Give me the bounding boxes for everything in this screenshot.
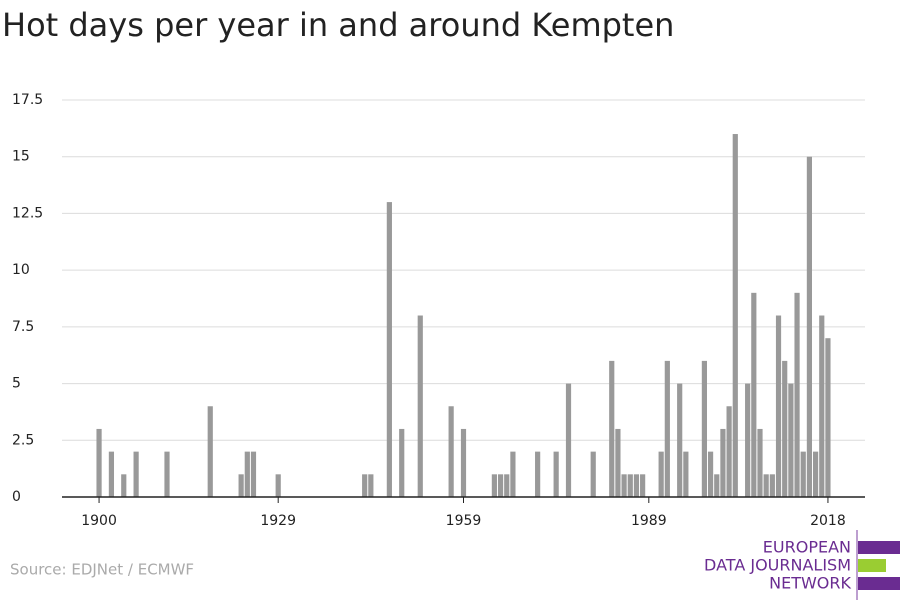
bar <box>491 474 497 497</box>
x-tick-label: 1959 <box>446 513 482 529</box>
bar <box>504 474 510 497</box>
bar <box>714 474 720 497</box>
bar <box>751 292 757 497</box>
logo-bar <box>858 577 900 590</box>
bar <box>812 451 819 497</box>
bar <box>250 451 257 497</box>
bar <box>565 383 572 497</box>
bar <box>701 360 707 497</box>
bar <box>726 406 732 497</box>
x-tick-label: 1929 <box>260 513 296 529</box>
bar <box>745 383 751 497</box>
bar <box>677 383 683 497</box>
bar <box>615 428 621 497</box>
bar <box>627 474 633 497</box>
bar <box>399 428 405 497</box>
y-tick-label: 5 <box>12 376 21 392</box>
bar <box>510 451 516 497</box>
bar <box>782 360 788 497</box>
logo-text: DATA JOURNALISM <box>704 556 851 575</box>
bar <box>417 315 423 497</box>
bar <box>164 451 170 497</box>
bar <box>800 451 806 497</box>
bar <box>448 406 454 497</box>
bar <box>757 428 763 497</box>
y-tick-label: 12.5 <box>12 205 43 221</box>
x-tick-label: 1900 <box>81 513 117 529</box>
y-tick-label: 10 <box>12 262 30 278</box>
bar <box>207 406 213 497</box>
bar <box>633 474 640 497</box>
logo-text: EUROPEAN <box>763 538 851 557</box>
bar <box>275 474 281 497</box>
bar <box>96 428 102 497</box>
logo-text: NETWORK <box>769 574 851 593</box>
logo: EUROPEAN DATA JOURNALISM NETWORK <box>704 530 900 600</box>
x-tick-label: 2018 <box>810 513 846 529</box>
bar <box>763 474 769 497</box>
y-tick-label: 2.5 <box>12 432 34 448</box>
y-tick-label: 15 <box>12 149 30 165</box>
logo-bar <box>858 541 900 554</box>
bar <box>720 428 726 497</box>
bar <box>609 360 615 497</box>
x-tick-label: 1989 <box>631 513 667 529</box>
bar <box>590 451 596 497</box>
bar <box>244 451 250 497</box>
bar <box>640 474 646 497</box>
bar <box>497 474 504 497</box>
bar <box>460 428 467 497</box>
y-tick-label: 17.5 <box>12 92 43 108</box>
y-tick-label: 0 <box>12 489 21 505</box>
bar <box>362 474 368 497</box>
bar <box>775 315 782 497</box>
bar <box>368 474 374 497</box>
bar <box>658 451 664 497</box>
bar <box>133 451 139 497</box>
bar <box>769 474 775 497</box>
bar <box>121 474 127 497</box>
bar <box>788 383 794 497</box>
bar <box>806 156 813 497</box>
bar <box>238 474 244 497</box>
bar <box>664 360 670 497</box>
bar <box>535 451 541 497</box>
bar <box>386 202 392 498</box>
bar <box>707 451 714 497</box>
bar <box>794 292 800 497</box>
bar <box>108 451 115 497</box>
chart-title: Hot days per year in and around Kempten <box>2 6 674 44</box>
bar <box>621 474 627 497</box>
bar <box>819 315 825 497</box>
logo-bar <box>858 559 886 572</box>
y-tick-label: 7.5 <box>12 319 34 335</box>
bar <box>732 134 738 497</box>
bar <box>825 338 831 497</box>
source: Source: EDJNet / ECMWF <box>10 561 194 579</box>
bar <box>683 451 689 497</box>
bar <box>553 451 559 497</box>
